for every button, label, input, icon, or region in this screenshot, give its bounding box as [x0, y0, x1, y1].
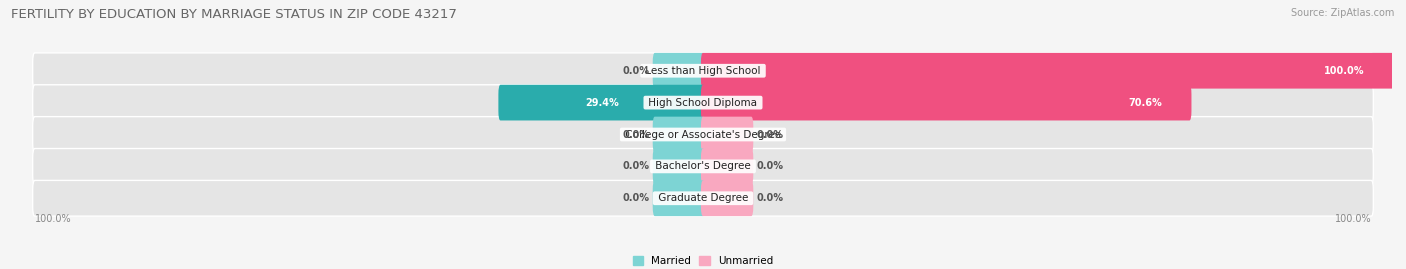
FancyBboxPatch shape [32, 53, 1374, 89]
FancyBboxPatch shape [652, 180, 704, 216]
FancyBboxPatch shape [32, 117, 1374, 152]
FancyBboxPatch shape [652, 148, 704, 184]
Text: 100.0%: 100.0% [35, 214, 72, 224]
Text: 29.4%: 29.4% [585, 98, 619, 108]
Text: 100.0%: 100.0% [1334, 214, 1371, 224]
FancyBboxPatch shape [702, 180, 754, 216]
FancyBboxPatch shape [498, 85, 704, 121]
Text: Less than High School: Less than High School [643, 66, 763, 76]
Text: College or Associate's Degree: College or Associate's Degree [621, 129, 785, 140]
Text: High School Diploma: High School Diploma [645, 98, 761, 108]
Text: 0.0%: 0.0% [756, 129, 783, 140]
Text: 70.6%: 70.6% [1128, 98, 1161, 108]
FancyBboxPatch shape [32, 148, 1374, 184]
FancyBboxPatch shape [702, 117, 754, 152]
FancyBboxPatch shape [32, 85, 1374, 121]
Text: 100.0%: 100.0% [1324, 66, 1364, 76]
FancyBboxPatch shape [702, 85, 1191, 121]
Text: FERTILITY BY EDUCATION BY MARRIAGE STATUS IN ZIP CODE 43217: FERTILITY BY EDUCATION BY MARRIAGE STATU… [11, 8, 457, 21]
Text: 0.0%: 0.0% [756, 161, 783, 171]
FancyBboxPatch shape [702, 53, 1393, 89]
FancyBboxPatch shape [652, 117, 704, 152]
Text: 0.0%: 0.0% [623, 129, 650, 140]
Legend: Married, Unmarried: Married, Unmarried [628, 252, 778, 269]
Text: 0.0%: 0.0% [623, 193, 650, 203]
FancyBboxPatch shape [32, 180, 1374, 216]
Text: 0.0%: 0.0% [756, 193, 783, 203]
Text: 0.0%: 0.0% [623, 161, 650, 171]
Text: Bachelor's Degree: Bachelor's Degree [652, 161, 754, 171]
Text: Source: ZipAtlas.com: Source: ZipAtlas.com [1291, 8, 1395, 18]
Text: Graduate Degree: Graduate Degree [655, 193, 751, 203]
FancyBboxPatch shape [702, 148, 754, 184]
FancyBboxPatch shape [652, 53, 704, 89]
Text: 0.0%: 0.0% [623, 66, 650, 76]
